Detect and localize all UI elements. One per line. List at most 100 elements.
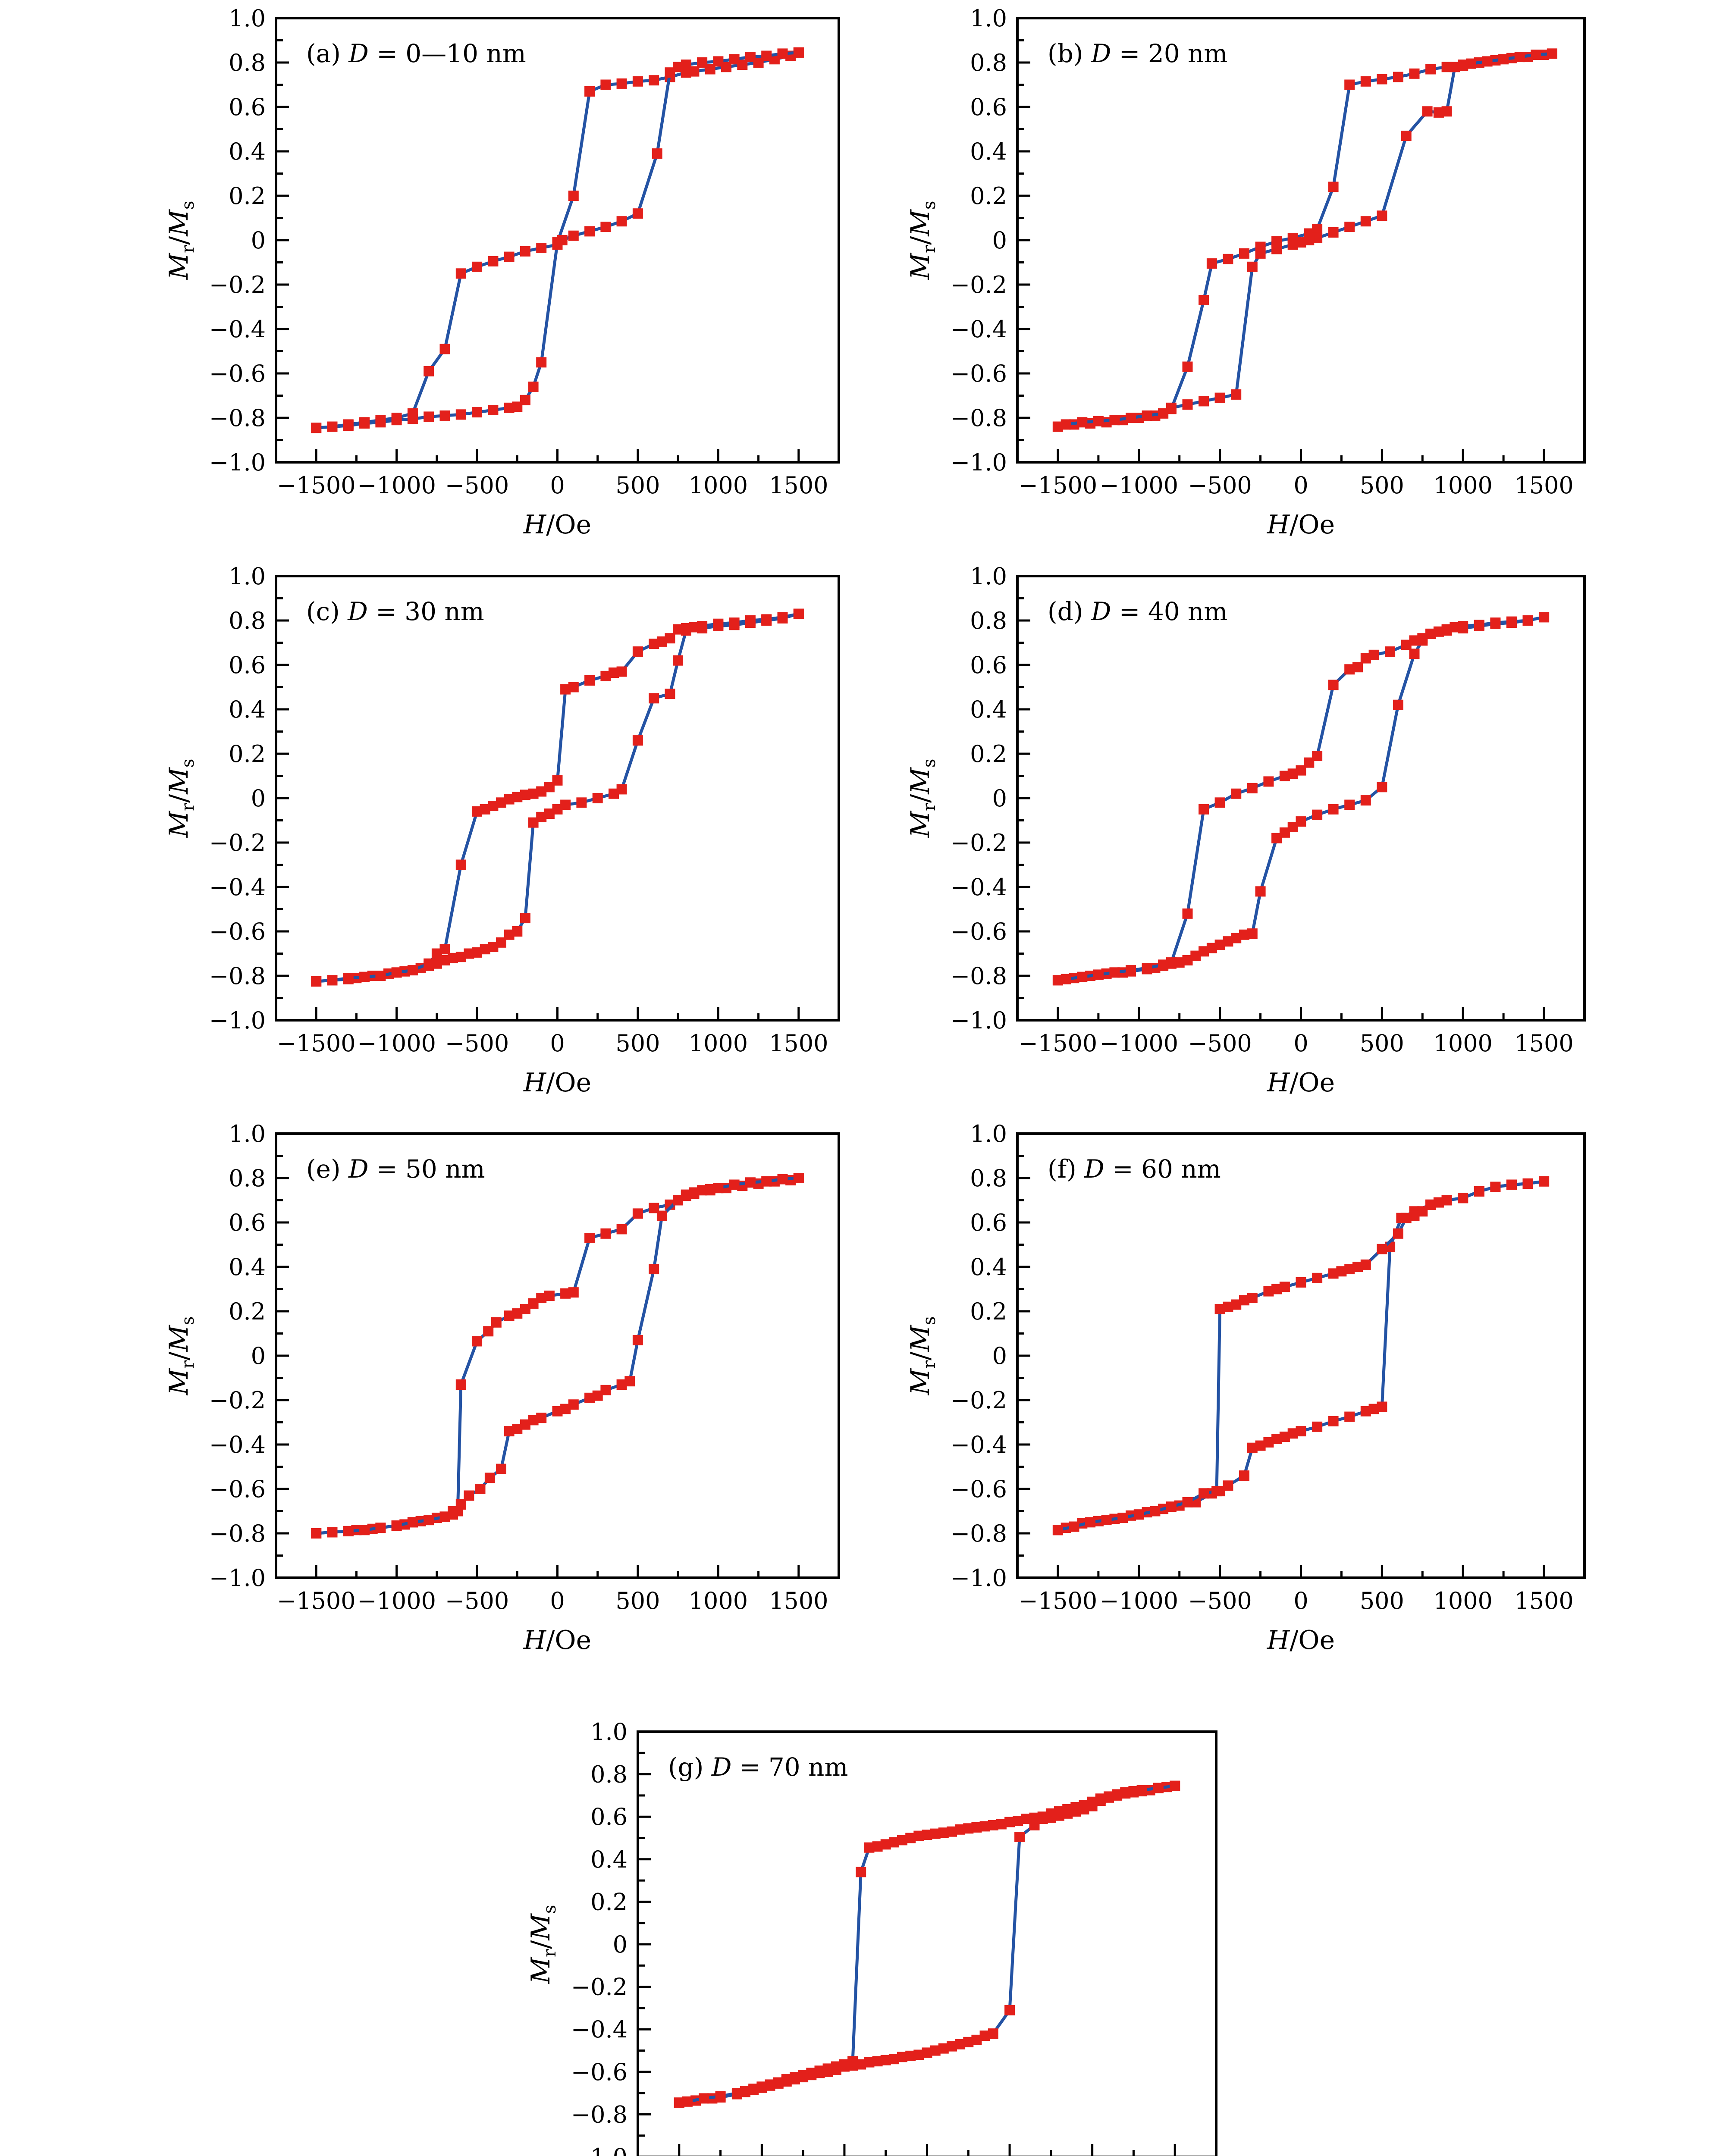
data-point-marker <box>761 1176 772 1187</box>
data-point-marker <box>391 413 402 423</box>
data-point-marker <box>1393 699 1403 710</box>
x-tick-label: 500 <box>615 1587 660 1614</box>
data-point-marker <box>1458 1193 1468 1203</box>
y-tick-label: 0.2 <box>970 740 1007 768</box>
data-point-marker <box>1328 1416 1339 1426</box>
y-tick-label: 0 <box>251 785 266 812</box>
data-point-marker <box>1214 392 1225 403</box>
data-point-marker <box>745 1177 756 1188</box>
data-point-marker <box>1150 1506 1161 1517</box>
data-point-marker <box>455 268 466 279</box>
data-point-marker <box>359 1525 370 1536</box>
panel-label-e: (e) D = 50 nm <box>306 1154 485 1184</box>
data-point-marker <box>472 806 483 817</box>
y-tick-label: 0.8 <box>970 607 1007 634</box>
data-point-marker <box>632 1335 643 1345</box>
y-tick-label: 0.8 <box>229 607 266 634</box>
y-axis-title: Mr/Ms <box>905 201 939 280</box>
data-point-marker <box>407 965 418 975</box>
data-point-marker <box>1377 1401 1387 1412</box>
y-tick-label: 0.8 <box>590 1761 628 1788</box>
y-tick-label: 0 <box>251 1342 266 1369</box>
data-point-marker <box>1271 244 1282 254</box>
data-point-marker <box>1393 72 1403 82</box>
x-axis-title: H/Oe <box>523 1625 591 1655</box>
x-tick-label: −500 <box>1188 1030 1252 1057</box>
data-point-marker <box>488 405 499 415</box>
data-point-marker <box>439 1511 450 1522</box>
descending-branch-markers <box>1052 48 1557 432</box>
data-point-marker <box>1101 1515 1112 1526</box>
x-tick-label: 500 <box>615 472 660 499</box>
y-tick-label: 1.0 <box>970 1120 1007 1147</box>
data-point-marker <box>491 1317 502 1328</box>
x-tick-label: −1000 <box>1099 1030 1178 1057</box>
data-point-marker <box>1539 1176 1550 1187</box>
y-tick-label: 0.4 <box>970 696 1007 723</box>
data-point-marker <box>1170 1780 1180 1791</box>
data-point-marker <box>1377 781 1387 792</box>
descending-branch-line <box>314 612 800 983</box>
y-tick-label: −0.8 <box>209 404 266 432</box>
data-point-marker <box>1312 1421 1323 1432</box>
x-tick-label: 500 <box>1360 1030 1404 1057</box>
y-tick-label: 0.8 <box>229 1165 266 1192</box>
data-point-marker <box>343 419 354 430</box>
data-point-marker <box>1166 1501 1177 1512</box>
y-axis-title: Mr/Ms <box>905 758 939 838</box>
descending-branch-markers <box>1052 611 1550 985</box>
y-tick-label: 0.4 <box>229 696 266 723</box>
data-point-marker <box>1077 417 1088 428</box>
data-point-marker <box>729 54 740 65</box>
data-point-marker <box>1231 389 1242 400</box>
data-point-marker <box>1474 619 1484 630</box>
x-tick-label: −1500 <box>277 1587 356 1614</box>
y-tick-label: 1.0 <box>229 5 266 32</box>
data-point-marker <box>407 408 418 419</box>
y-tick-label: −0.6 <box>951 1476 1007 1503</box>
data-point-marker <box>1312 224 1323 235</box>
data-point-marker <box>1182 908 1193 919</box>
data-point-marker <box>496 1463 506 1474</box>
chart-d: −1500 −1000 −500 0 500 1000 1500 −1.0 −0.8 −0.6 −0… <box>905 563 1586 1098</box>
y-tick-label: 0.2 <box>970 1298 1007 1325</box>
y-tick-label: 0.6 <box>590 1803 628 1830</box>
data-point-marker <box>584 1233 595 1243</box>
data-point-marker <box>1547 48 1557 59</box>
data-point-marker <box>359 971 370 982</box>
panel-f-d-60nm: −1500 −1000 −500 0 500 1000 1500 −1.0 −0.8 −0.6 −0… <box>866 1116 1732 1673</box>
x-tick-label: −1500 <box>277 1030 356 1057</box>
x-tick-label: 1500 <box>1514 1587 1573 1614</box>
y-tick-label: 0 <box>992 785 1007 812</box>
data-point-marker <box>713 56 724 67</box>
panel-label-c: (c) D = 30 nm <box>306 597 484 626</box>
panel-c-d-30nm: −1500 −1000 −500 0 500 1000 1500 −1.0 −0.8 −0.6 −0… <box>0 558 866 1116</box>
data-point-marker <box>761 50 772 61</box>
data-point-marker <box>1263 1286 1274 1297</box>
descending-branch-markers <box>311 47 804 433</box>
data-point-marker <box>552 1406 563 1416</box>
y-axis-title: Mr/Ms <box>164 201 198 280</box>
data-point-marker <box>1296 816 1306 827</box>
data-point-marker <box>455 1379 466 1390</box>
x-tick-label: −1500 <box>1019 1030 1098 1057</box>
y-axis-title: Mr/Ms <box>526 1905 560 1984</box>
data-point-marker <box>1206 258 1217 269</box>
data-point-marker <box>616 1379 627 1390</box>
chart-e: −1500 −1000 −500 0 500 1000 1500 −1.0 −0.8 −0.6 −0… <box>164 1120 840 1655</box>
data-point-marker <box>1263 776 1274 787</box>
data-point-marker <box>1360 653 1371 664</box>
y-tick-label: 0.2 <box>590 1888 628 1915</box>
data-point-marker <box>472 1336 483 1347</box>
x-tick-label: 1000 <box>689 472 748 499</box>
data-point-marker <box>1117 1513 1128 1523</box>
x-tick-label: 0 <box>1293 1587 1308 1614</box>
data-point-marker <box>616 216 627 227</box>
data-point-marker <box>1360 795 1371 805</box>
data-point-marker <box>1069 1521 1079 1532</box>
data-point-marker <box>632 208 643 219</box>
y-tick-label: 0 <box>613 1931 628 1958</box>
data-point-marker <box>1214 797 1225 808</box>
chart-c: −1500 −1000 −500 0 500 1000 1500 −1.0 −0.8 −0.6 −0… <box>164 563 840 1098</box>
data-point-marker <box>536 243 547 253</box>
